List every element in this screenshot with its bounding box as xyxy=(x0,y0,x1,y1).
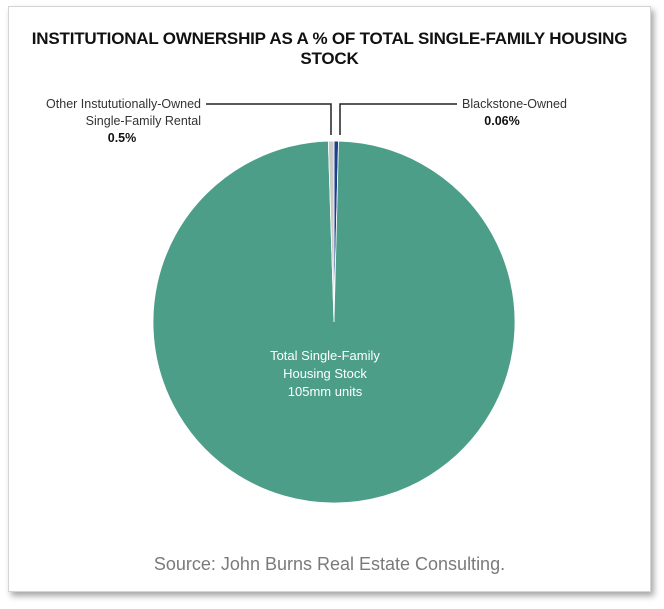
pie-chart: Other Instututionally-Owned Single-Famil… xyxy=(46,97,567,504)
chart-title: INSTITUTIONAL OWNERSHIP AS A % OF TOTAL … xyxy=(31,29,628,68)
label-blackstone-line1: Blackstone-Owned xyxy=(462,97,567,111)
source-note: Source: John Burns Real Estate Consultin… xyxy=(153,554,506,574)
label-other-value: 0.5% xyxy=(108,131,137,145)
pie-slices xyxy=(152,140,516,504)
label-blackstone-value: 0.06% xyxy=(484,114,519,128)
label-total-line3: 105mm units xyxy=(288,384,363,399)
label-other-line1: Other Instututionally-Owned xyxy=(46,97,201,111)
chart-card: INSTITUTIONAL OWNERSHIP AS A % OF TOTAL … xyxy=(8,6,651,592)
leader-line-other xyxy=(206,103,332,135)
label-total-line1: Total Single-Family xyxy=(270,348,380,363)
pie-slice-other xyxy=(327,140,335,323)
label-other-line2: Single-Family Rental xyxy=(86,114,201,128)
leader-line-blackstone xyxy=(339,103,457,135)
label-total-line2: Housing Stock xyxy=(283,366,367,381)
